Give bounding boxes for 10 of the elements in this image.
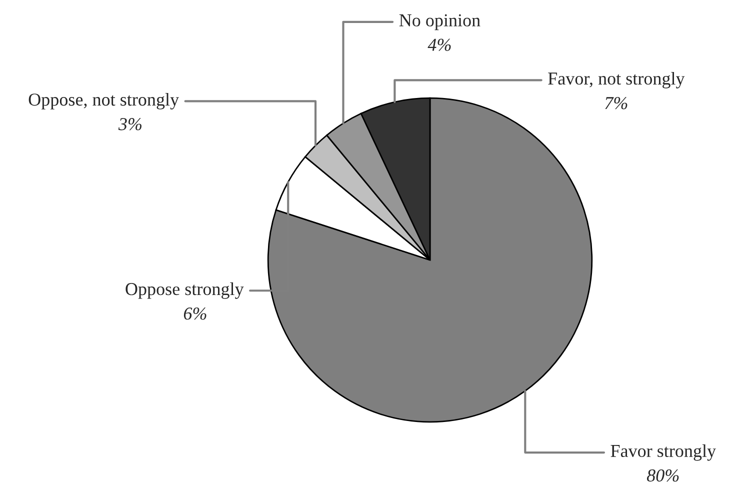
data-label: 3%: [118, 118, 142, 130]
slice-label: Oppose, not strongly: [28, 93, 179, 110]
data-label: 6%: [184, 307, 206, 320]
data-label: 4%: [428, 38, 451, 51]
slice-label: Favor strongly: [610, 444, 716, 461]
data-label: 7%: [605, 97, 628, 110]
data-label: 80%: [646, 469, 679, 482]
slice-label: No opinion: [399, 14, 480, 30]
slice-label: Favor, not strongly: [548, 72, 685, 88]
slice-label: Oppose strongly: [126, 282, 244, 299]
